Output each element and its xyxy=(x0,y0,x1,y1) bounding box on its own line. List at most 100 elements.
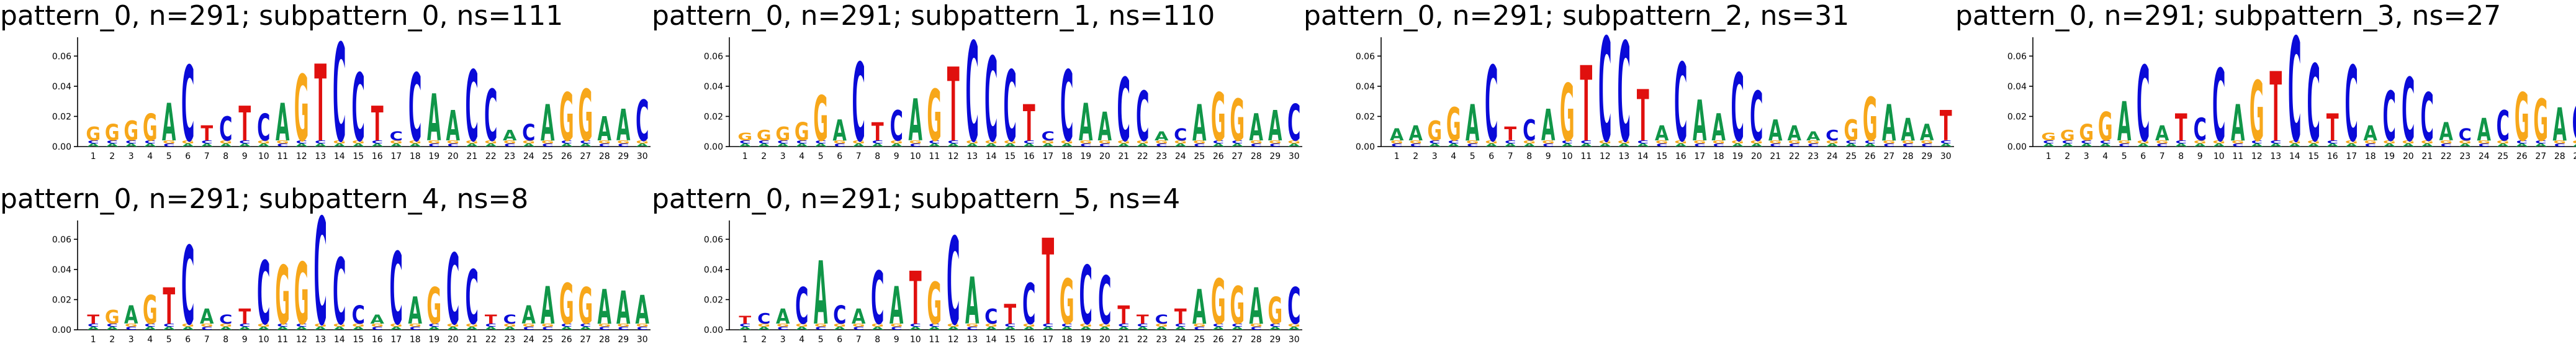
x-tick-label: 29 xyxy=(2573,152,2576,161)
logo-letter: A xyxy=(616,100,631,151)
logo-letter-minor: G xyxy=(1618,140,1631,145)
y-tick-label: 0.00 xyxy=(1356,142,1375,152)
logo-letter-minor: C xyxy=(296,323,307,328)
x-tick-label: 18 xyxy=(410,335,421,345)
logo-letter: G xyxy=(1560,68,1575,159)
logo-letter-minor: G xyxy=(1731,140,1744,145)
x-tick-label: 26 xyxy=(1213,152,1224,161)
x-tick-label: 12 xyxy=(296,335,307,345)
logo-letter-minor: G xyxy=(1287,323,1300,328)
logo-letter: G xyxy=(105,307,120,329)
logo-letter-minor: C xyxy=(107,323,118,328)
x-tick-label: 2 xyxy=(109,335,115,345)
logo-letter: A xyxy=(1920,119,1934,146)
logo-letter: C xyxy=(484,76,497,158)
panel-title: pattern_0, n=291; subpattern_5, ns=4 xyxy=(652,183,1181,215)
logo-letter-minor: A xyxy=(891,143,903,148)
x-tick-label: 6 xyxy=(837,335,842,345)
logo-letter: G xyxy=(86,124,101,145)
logo-letter-minor: A xyxy=(258,326,270,331)
logo-letter-minor: A xyxy=(1118,143,1130,148)
logo-letter: G xyxy=(1268,289,1282,333)
logo-letter: C xyxy=(2345,45,2358,166)
logo-letter-minor: A xyxy=(409,143,421,148)
logo-letter: T xyxy=(1637,76,1649,158)
logo-letter: A xyxy=(1655,122,1669,145)
logo-letter-minor: C xyxy=(834,143,845,148)
logo-letter-minor: A xyxy=(163,326,176,331)
logo-letter: A xyxy=(1079,93,1092,153)
x-tick-label: 10 xyxy=(910,335,921,345)
logo-letter-minor: A xyxy=(1940,143,1952,148)
logo-letter-minor: G xyxy=(852,140,865,145)
logo-letter: C xyxy=(466,50,479,163)
x-tick-label: 10 xyxy=(258,152,269,161)
x-tick-label: 24 xyxy=(1827,152,1838,161)
logo-letter-minor: G xyxy=(181,140,194,145)
logo-letter: A xyxy=(2477,112,2492,148)
logo-letter: A xyxy=(2364,122,2377,145)
logo-letter-minor: A xyxy=(985,143,998,148)
logo-letter: A xyxy=(1250,106,1264,150)
x-tick-label: 23 xyxy=(1156,152,1167,161)
logo-letter-minor: G xyxy=(541,323,554,328)
logo-letter-minor: C xyxy=(1713,143,1724,148)
logo-letter-minor: A xyxy=(2213,143,2225,148)
logo-letter-minor: C xyxy=(1542,143,1554,148)
logo-letter-minor: A xyxy=(1580,143,1593,148)
logo-letter: A xyxy=(1901,112,1916,148)
logo-letter-minor: C xyxy=(580,323,591,328)
x-tick-label: 10 xyxy=(258,335,269,345)
logo-letter-minor: A xyxy=(1232,326,1244,331)
logo-letter-minor: A xyxy=(220,143,232,148)
x-tick-label: 24 xyxy=(1175,335,1186,345)
x-tick-label: 2 xyxy=(761,152,767,161)
logo-letter-minor: A xyxy=(239,143,251,148)
logo-letter-minor: A xyxy=(1174,326,1187,331)
logo-letter: A xyxy=(598,111,611,149)
logo-letter: C xyxy=(871,257,884,342)
logo-letter-minor: A xyxy=(2043,143,2055,148)
logo-letter-minor: C xyxy=(948,140,959,145)
logo-letter-minor: C xyxy=(2479,143,2490,148)
logo-letter-minor: G xyxy=(2288,140,2301,145)
x-tick-label: 17 xyxy=(390,335,402,345)
logo-letter-minor: A xyxy=(2384,143,2396,148)
logo-letter-minor: A xyxy=(1061,143,1073,148)
x-tick-label: 14 xyxy=(986,335,997,345)
logo-letter-minor: G xyxy=(1250,323,1263,328)
logo-letter-minor: G xyxy=(1750,140,1763,145)
x-tick-label: 3 xyxy=(1432,152,1438,161)
logo-letter-minor: C xyxy=(929,140,940,145)
logo-letter: A xyxy=(1788,122,1801,145)
panel-title: pattern_0, n=291; subpattern_0, ns=111 xyxy=(0,0,564,32)
x-tick-label: 29 xyxy=(1269,152,1281,161)
logo-letter-minor: A xyxy=(447,326,459,331)
logo-letter: G xyxy=(1427,116,1442,147)
logo-letter-minor: G xyxy=(833,140,846,145)
logo-letter-minor: C xyxy=(618,326,629,331)
logo-letter: C xyxy=(1155,312,1168,327)
x-tick-label: 24 xyxy=(523,335,534,345)
logo-letter-minor: C xyxy=(1213,140,1224,145)
logo-letter: C xyxy=(757,311,770,328)
logo-letter-minor: G xyxy=(2459,140,2472,145)
logo-letter-minor: A xyxy=(88,326,100,331)
logo-letter-minor: G xyxy=(617,140,630,145)
logo-letter: T xyxy=(87,312,99,327)
logo-letter-minor: A xyxy=(2535,143,2547,148)
logo-letter-minor: G xyxy=(1485,140,1498,145)
x-tick-label: 11 xyxy=(929,152,940,161)
x-tick-label: 4 xyxy=(147,335,153,345)
x-tick-label: 17 xyxy=(1042,335,1053,345)
logo-letter-minor: C xyxy=(1770,143,1781,148)
x-tick-label: 4 xyxy=(2102,152,2108,161)
logo-letter: G xyxy=(775,124,790,145)
logo-letter: G xyxy=(737,131,752,143)
x-tick-label: 22 xyxy=(485,152,497,161)
logo-letter: A xyxy=(1250,278,1264,336)
logo-letter-minor: G xyxy=(814,323,827,328)
logo-letter-minor: A xyxy=(853,143,865,148)
logo-letter-minor: C xyxy=(145,323,156,328)
logo-letter-minor: G xyxy=(1598,140,1611,145)
